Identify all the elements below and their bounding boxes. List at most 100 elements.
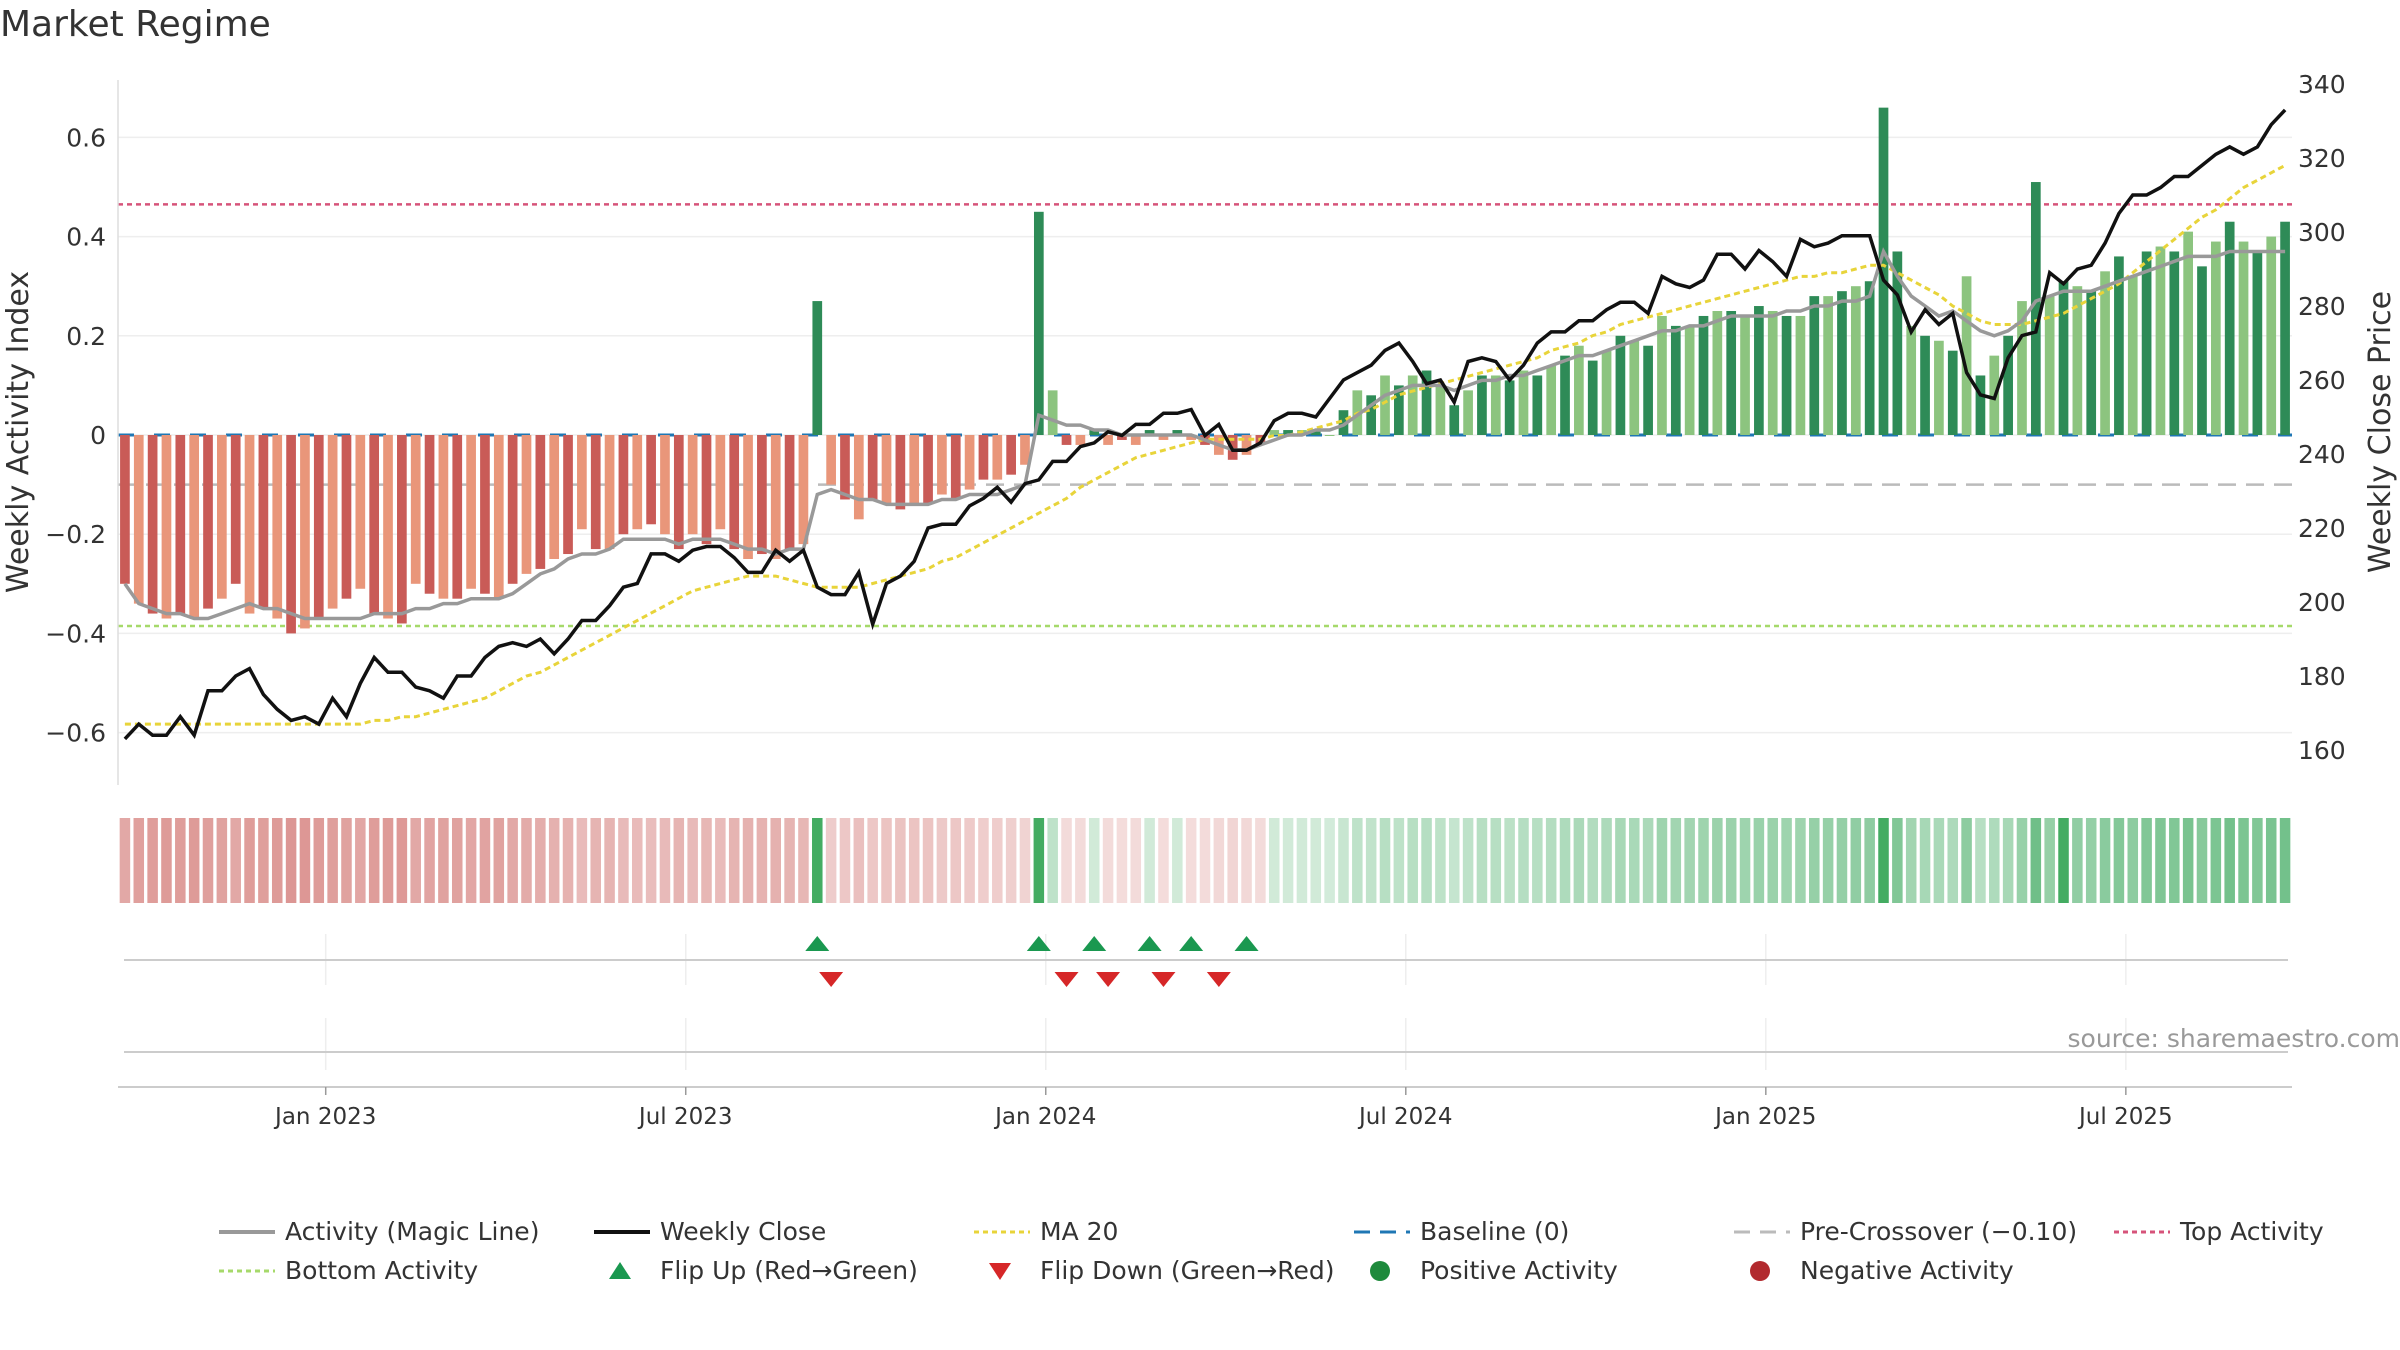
- activity-bar: [466, 435, 476, 589]
- y-right-tick-label: 260: [2298, 366, 2346, 395]
- regime-cell: [493, 818, 505, 903]
- activity-bar: [493, 435, 504, 599]
- regime-cell: [1532, 818, 1543, 903]
- regime-cell: [1947, 818, 1959, 903]
- regime-cell: [1158, 818, 1169, 903]
- activity-bar: [1463, 390, 1473, 435]
- regime-cell: [576, 818, 588, 903]
- regime-cell: [2030, 818, 2042, 903]
- regime-cell: [2141, 818, 2152, 903]
- regime-cell: [728, 818, 740, 903]
- flip-up-marker: [1026, 936, 1051, 951]
- activity-bar: [2003, 335, 2013, 435]
- regime-cell: [161, 818, 172, 903]
- regime-cell: [1019, 818, 1031, 903]
- regime-cell: [756, 818, 768, 903]
- regime-cell: [1144, 818, 1155, 903]
- legend-item-pre-crossover: Pre-Crossover (−0.10): [1734, 1217, 2078, 1246]
- regime-cell: [548, 818, 560, 903]
- regime-cell: [1795, 818, 1806, 903]
- regime-cell: [285, 818, 297, 903]
- y-right-tick-label: 300: [2298, 218, 2346, 247]
- regime-cell: [1421, 818, 1432, 903]
- activity-bar: [2155, 246, 2166, 435]
- regime-cell: [1310, 818, 1322, 903]
- regime-cell: [1601, 818, 1612, 903]
- y-right-tick-label: 160: [2298, 736, 2346, 765]
- regime-cell: [1628, 818, 1640, 903]
- activity-bar: [2169, 251, 2180, 435]
- activity-bar: [1006, 435, 1016, 475]
- legend-item-negative-activity: Negative Activity: [1730, 1256, 2110, 1286]
- activity-bar: [1061, 435, 1072, 445]
- flip-up-marker: [805, 936, 830, 951]
- regime-cell: [1324, 818, 1335, 903]
- regime-strip: [119, 818, 2291, 903]
- activity-bar: [1407, 375, 1418, 435]
- flip-down-marker: [819, 972, 844, 987]
- regime-cell: [701, 818, 712, 903]
- regime-cell: [313, 818, 325, 903]
- legend-item-flip-down: Flip Down (Green→Red): [970, 1256, 1350, 1286]
- activity-bar: [535, 435, 546, 569]
- regime-cell: [147, 818, 158, 903]
- regime-cell: [618, 818, 629, 903]
- regime-cell: [1892, 818, 1903, 903]
- activity-bar: [563, 435, 573, 555]
- activity-bar: [853, 435, 864, 520]
- regime-cell: [244, 818, 255, 903]
- chart-title: Market Regime: [0, 4, 271, 45]
- activity-bar: [1310, 430, 1321, 435]
- activity-bar: [2141, 251, 2152, 435]
- regime-cell: [632, 818, 643, 903]
- activity-bar: [909, 435, 920, 505]
- activity-bar: [1767, 311, 1778, 435]
- activity-bar: [1490, 375, 1501, 435]
- regime-cell: [867, 818, 878, 903]
- regime-cell: [188, 818, 200, 903]
- regime-cell: [2210, 818, 2222, 903]
- activity-bar: [992, 435, 1003, 480]
- regime-cell: [1075, 818, 1086, 903]
- activity-bar: [937, 435, 947, 495]
- y-left-tick-label: 0.4: [66, 223, 106, 252]
- legend-item-ma20: MA 20: [974, 1217, 1119, 1246]
- regime-cell: [535, 818, 546, 903]
- activity-bar: [313, 435, 324, 619]
- series-lines: [123, 108, 2287, 741]
- regime-cell: [2113, 818, 2125, 903]
- activity-bar: [618, 435, 629, 535]
- regime-cell: [964, 818, 975, 903]
- activity-bar: [327, 435, 338, 609]
- activity-bars: [120, 107, 2290, 634]
- y-left-tick-label: −0.6: [45, 719, 106, 748]
- activity-bar: [217, 435, 227, 599]
- regime-cell: [590, 818, 601, 903]
- regime-cell: [798, 818, 809, 903]
- regime-cell: [2182, 818, 2194, 903]
- activity-bar: [1144, 430, 1155, 435]
- regime-cell: [645, 818, 657, 903]
- weekly-close-line: [123, 108, 2287, 741]
- activity-bar: [1158, 435, 1169, 440]
- regime-cell: [1393, 818, 1405, 903]
- regime-cell: [839, 818, 851, 903]
- regime-cell: [1047, 818, 1058, 903]
- activity-bar: [1878, 107, 1889, 435]
- regime-cell: [1836, 818, 1848, 903]
- regime-cell: [2265, 818, 2277, 903]
- regime-cell: [936, 818, 948, 903]
- activity-bar: [286, 435, 296, 634]
- activity-bar: [133, 435, 144, 604]
- regime-cell: [327, 818, 338, 903]
- regime-cell: [1642, 818, 1654, 903]
- regime-cell: [368, 818, 380, 903]
- regime-cell: [271, 818, 283, 903]
- legend-item-flip-up: Flip Up (Red→Green): [590, 1256, 970, 1286]
- x-axis: Jan 2023 Jul 2023 Jan 2024 Jul 2024 Jan 2025…: [118, 1018, 2292, 1130]
- regime-cell: [1255, 818, 1266, 903]
- regime-cell: [1767, 818, 1778, 903]
- regime-cell: [1172, 818, 1183, 903]
- regime-cell: [673, 818, 685, 903]
- activity-bar: [1574, 345, 1584, 435]
